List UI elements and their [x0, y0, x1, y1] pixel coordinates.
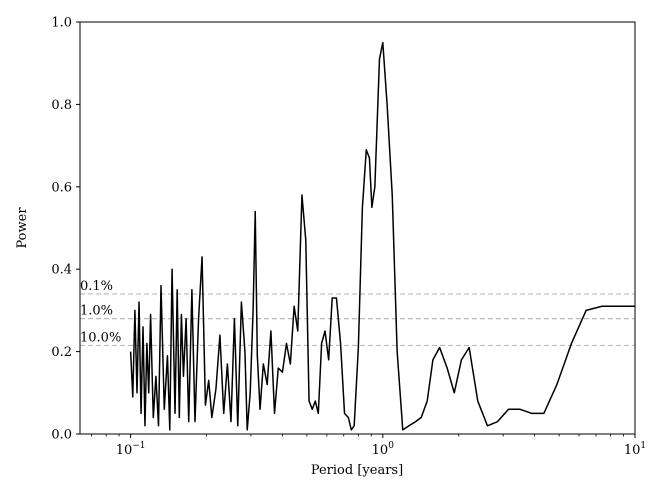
y-tick-label: 0.0: [51, 428, 72, 443]
series-layer: [129, 41, 635, 431]
y-axis-title: Power: [15, 207, 30, 249]
fap-label: 0.1%: [80, 279, 113, 294]
x-axis-ticks: 10−1 100 101: [91, 434, 646, 458]
x-tick-label: 10−1: [116, 441, 146, 458]
x-axis-title: Period [years]: [311, 463, 403, 478]
fap-label: 1.0%: [80, 304, 113, 319]
y-tick-label: 1.0: [51, 16, 72, 31]
y-axis-ticks: 0.0 0.2 0.4 0.6 0.8 1.0: [51, 16, 80, 443]
x-tick-label: 100: [372, 441, 395, 458]
y-tick-label: 0.8: [51, 98, 72, 113]
x-tick-label: 101: [624, 441, 646, 458]
y-tick-label: 0.4: [51, 263, 72, 278]
y-tick-label: 0.2: [51, 345, 72, 360]
y-tick-label: 0.6: [51, 180, 72, 195]
plot-frame: [79, 21, 636, 435]
series-line: [129, 41, 635, 431]
fap-label: 10.0%: [80, 330, 121, 345]
